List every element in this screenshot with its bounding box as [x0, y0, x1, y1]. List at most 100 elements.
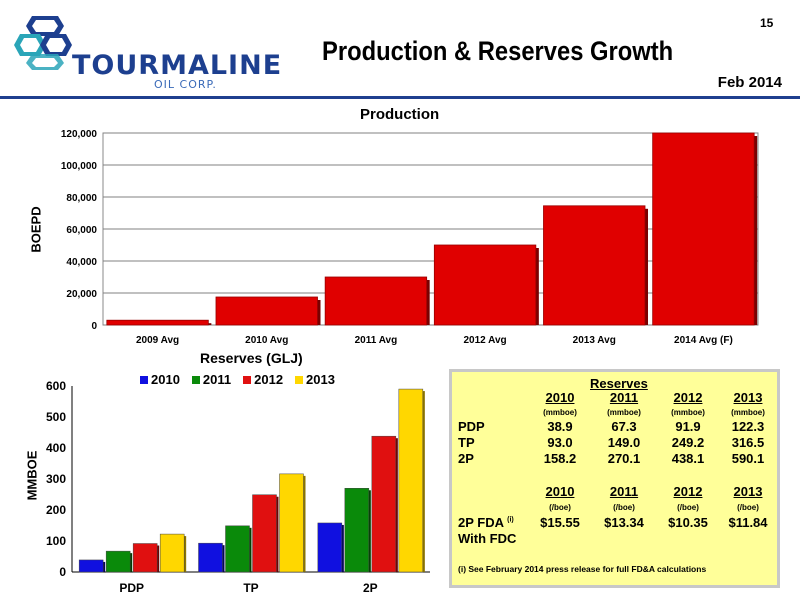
- x-tick-label: TP: [243, 581, 258, 595]
- y-tick-label: 300: [46, 472, 66, 486]
- legend-label-2011: 2011: [202, 372, 232, 387]
- title-divider: [0, 96, 800, 99]
- logo-wordmark: TOURMALINE: [72, 50, 283, 81]
- row-label-2p: 2P: [458, 451, 474, 466]
- unit-label: (mmboe): [731, 408, 765, 417]
- row-label-tp: TP: [458, 435, 475, 450]
- y-tick-label: 20,000: [66, 289, 97, 300]
- legend-label-2010: 2010: [151, 372, 180, 387]
- x-tick-label: 2P: [363, 581, 378, 595]
- y-tick-label: 100: [46, 534, 66, 548]
- reserves-bar-2012: [132, 543, 158, 573]
- unit-label: (/boe): [549, 503, 571, 512]
- table-cell: 270.1: [607, 451, 641, 466]
- table-cell: 122.3: [731, 419, 765, 434]
- unit-label: (mmboe): [543, 408, 577, 417]
- table-cell: 316.5: [731, 435, 765, 450]
- year-header-2010: 2010: [545, 484, 575, 499]
- reserves-table: Reserves 2010 2011 2012 2013 (mmboe) (mm…: [449, 369, 780, 588]
- fda-label: 2P FDA: [458, 515, 504, 530]
- x-tick-label: PDP: [119, 581, 144, 595]
- y-tick-label: 60,000: [66, 225, 97, 236]
- production-bar: [106, 319, 209, 326]
- year-header-2013: 2013: [733, 390, 763, 405]
- table-cell: 590.1: [731, 451, 765, 466]
- reserves-bar-2010: [78, 559, 104, 573]
- legend-swatch-2010: [140, 375, 148, 384]
- y-tick-label: 100,000: [61, 161, 98, 172]
- page-title: Production & Reserves Growth: [322, 36, 674, 66]
- x-tick-label: 2011 Avg: [355, 335, 398, 346]
- x-tick-label: 2014 Avg (F): [674, 335, 733, 346]
- x-tick-label: 2013 Avg: [573, 335, 616, 346]
- x-tick-label: 2012 Avg: [463, 335, 506, 346]
- company-logo: TOURMALINE OIL CORP.: [14, 14, 281, 91]
- reserves-bar-2011: [225, 525, 250, 573]
- reserves-table-title: Reserves: [590, 376, 648, 391]
- legend-label-2012: 2012: [254, 372, 284, 387]
- year-header-2012: 2012: [673, 484, 703, 499]
- y-tick-label: 0: [91, 321, 97, 332]
- y-tick-label: 200: [46, 503, 66, 517]
- table-cell: 67.3: [611, 419, 637, 434]
- reserves-bar-2012: [371, 435, 397, 573]
- legend-swatch-2011: [191, 375, 200, 384]
- table-cell: 91.9: [675, 419, 701, 434]
- table-cell: $13.34: [604, 515, 644, 530]
- reserves-bar-2012: [252, 494, 277, 573]
- table-cell: $11.84: [728, 515, 768, 530]
- production-bar: [433, 244, 537, 326]
- year-header-2013: 2013: [733, 484, 763, 499]
- table-cell: 158.2: [543, 451, 577, 466]
- table-cell: 249.2: [671, 435, 705, 450]
- year-header-2011: 2011: [609, 390, 639, 405]
- y-tick-label: 80,000: [66, 193, 97, 204]
- logo-subtitle: OIL CORP.: [154, 78, 217, 91]
- legend-swatch-2012: [243, 375, 252, 384]
- unit-label: (mmboe): [607, 408, 641, 417]
- x-tick-label: 2009 Avg: [136, 335, 179, 346]
- table-cell: 38.9: [547, 419, 573, 434]
- unit-label: (/boe): [613, 503, 635, 512]
- reserves-bar-2010: [198, 542, 223, 573]
- y-tick-label: 40,000: [66, 257, 97, 268]
- reserves-bar-2011: [105, 550, 131, 573]
- unit-label: (/boe): [677, 503, 699, 512]
- unit-label: (/boe): [737, 503, 759, 512]
- y-tick-label: 600: [46, 379, 66, 393]
- production-bar: [543, 205, 646, 326]
- row-label-pdp: PDP: [458, 419, 485, 434]
- date-label: Feb 2014: [717, 74, 782, 91]
- production-bar: [215, 296, 318, 326]
- legend-item-2013: 2013: [295, 372, 335, 387]
- year-header-2012: 2012: [673, 390, 703, 405]
- reserves-bar-2013: [279, 473, 304, 573]
- table-cell: 438.1: [671, 451, 705, 466]
- reserves-chart-title: Reserves (GLJ): [200, 350, 303, 366]
- production-chart: 0 20,000 40,000 60,000 80,000 100,000 120,000 2…: [61, 129, 759, 346]
- legend-swatch-2013: [295, 375, 304, 384]
- year-header-2010: 2010: [545, 390, 575, 405]
- legend-item-2010: 2010: [140, 372, 180, 387]
- y-tick-label: 500: [46, 410, 66, 424]
- row-label-fda: 2P FDA (i): [458, 515, 514, 530]
- page-number: 15: [760, 16, 774, 30]
- x-tick-label: 2010 Avg: [245, 335, 288, 346]
- row-label-with-fdc: With FDC: [458, 531, 517, 546]
- y-tick-label: 400: [46, 441, 66, 455]
- footnote: (i) See February 2014 press release for …: [458, 564, 707, 574]
- tourmaline-gem-icon: [14, 16, 72, 70]
- reserves-legend: 2010 2011 2012 2013: [140, 372, 335, 387]
- y-tick-label: 120,000: [61, 129, 98, 140]
- production-bar: [652, 132, 755, 326]
- legend-item-2011: 2011: [191, 372, 232, 387]
- reserves-bar-2011: [344, 488, 370, 573]
- table-cell: $10.35: [668, 515, 708, 530]
- unit-label: (mmboe): [671, 408, 705, 417]
- table-cell: 93.0: [547, 435, 573, 450]
- year-header-2011: 2011: [609, 484, 639, 499]
- legend-item-2012: 2012: [243, 372, 283, 387]
- reserves-bar-2013: [159, 533, 185, 573]
